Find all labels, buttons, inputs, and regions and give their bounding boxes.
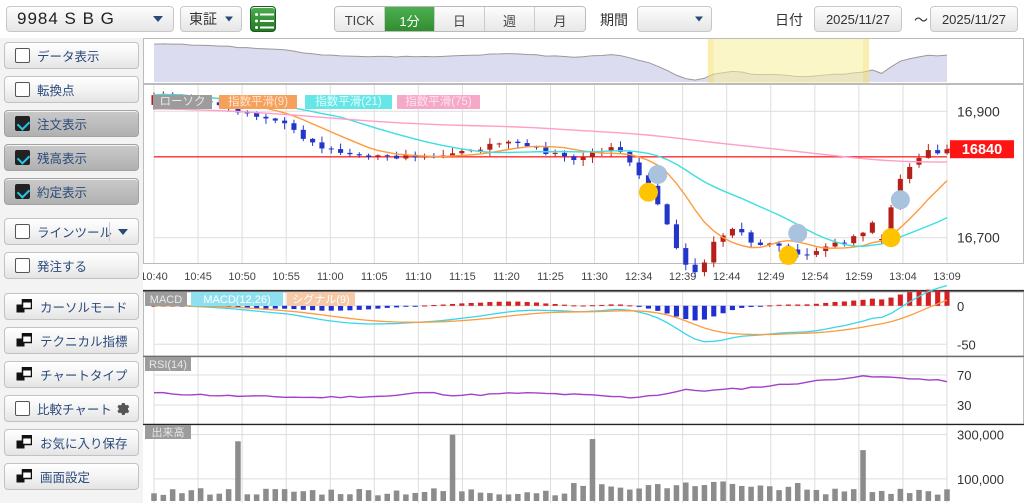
svg-text:11:20: 11:20 (493, 271, 520, 283)
svg-text:11:15: 11:15 (449, 271, 476, 283)
svg-text:13:09: 13:09 (933, 271, 961, 283)
svg-text:10:40: 10:40 (143, 271, 168, 283)
svg-text:70: 70 (957, 368, 971, 383)
svg-text:指数平滑(9): 指数平滑(9) (228, 94, 288, 108)
svg-text:シグナル(9): シグナル(9) (292, 292, 349, 306)
svg-text:指数平滑(21): 指数平滑(21) (315, 94, 382, 108)
svg-text:100,000: 100,000 (957, 472, 1004, 487)
svg-text:12:59: 12:59 (845, 271, 873, 283)
svg-text:13:04: 13:04 (889, 271, 917, 283)
svg-text:ローソク: ローソク (160, 95, 206, 108)
svg-text:0: 0 (957, 299, 964, 314)
svg-text:11:05: 11:05 (361, 271, 388, 283)
svg-text:11:10: 11:10 (405, 271, 432, 283)
svg-text:出来高: 出来高 (152, 425, 185, 439)
svg-text:30: 30 (957, 398, 971, 413)
svg-text:11:30: 11:30 (581, 271, 608, 283)
svg-text:16840: 16840 (962, 142, 1002, 158)
svg-text:11:25: 11:25 (537, 271, 564, 283)
svg-text:MACD(12,26): MACD(12,26) (203, 294, 270, 306)
svg-text:10:50: 10:50 (228, 271, 256, 283)
svg-text:指数平滑(75): 指数平滑(75) (405, 94, 472, 108)
svg-text:MACD: MACD (150, 294, 182, 306)
svg-text:-50: -50 (957, 337, 976, 352)
svg-text:12:39: 12:39 (669, 271, 697, 283)
svg-text:300,000: 300,000 (957, 428, 1004, 443)
svg-text:11:00: 11:00 (317, 271, 344, 283)
svg-text:10:55: 10:55 (272, 271, 300, 283)
svg-text:12:44: 12:44 (713, 271, 741, 283)
svg-text:12:54: 12:54 (801, 271, 829, 283)
svg-text:12:49: 12:49 (757, 271, 785, 283)
svg-text:10:45: 10:45 (184, 271, 212, 283)
svg-text:16,900: 16,900 (957, 103, 1000, 119)
svg-text:16,700: 16,700 (957, 230, 1000, 246)
svg-text:RSI(14): RSI(14) (149, 359, 187, 371)
svg-text:12:34: 12:34 (625, 271, 653, 283)
